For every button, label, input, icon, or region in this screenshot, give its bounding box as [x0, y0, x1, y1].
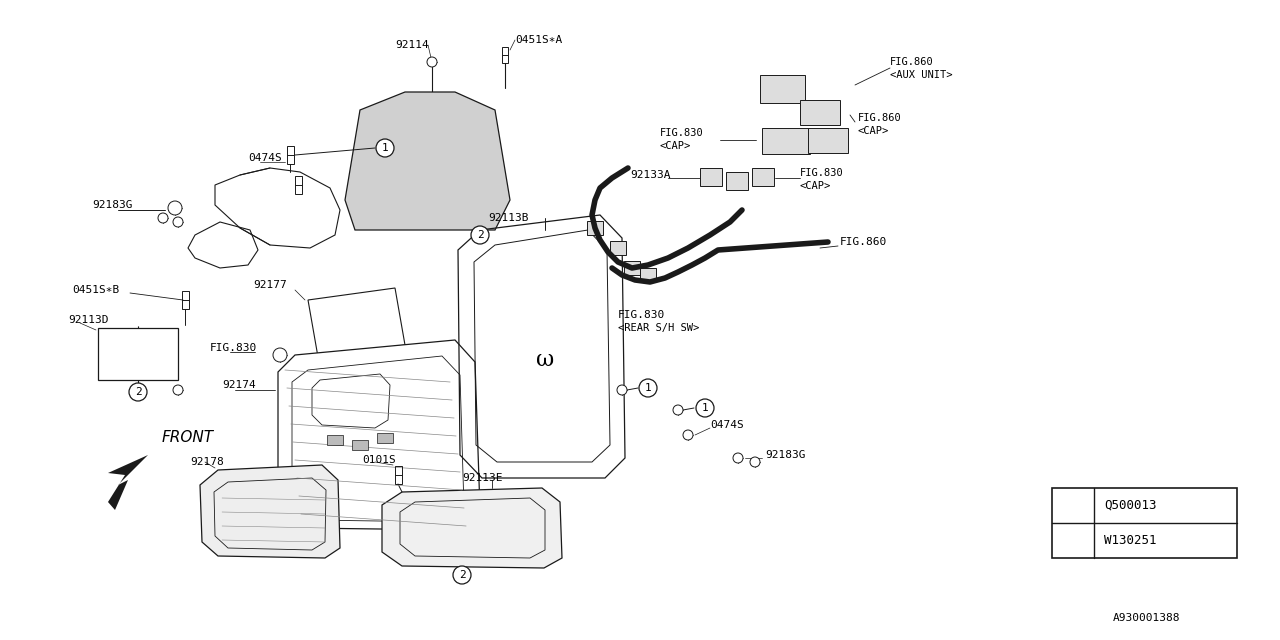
Text: FIG.830: FIG.830 — [660, 128, 704, 138]
Text: 1: 1 — [1069, 499, 1076, 511]
Text: FIG.860: FIG.860 — [858, 113, 901, 123]
Circle shape — [733, 453, 742, 463]
Polygon shape — [381, 488, 562, 568]
Text: 92113E: 92113E — [462, 473, 503, 483]
Text: 1: 1 — [645, 383, 652, 393]
Circle shape — [471, 226, 489, 244]
FancyBboxPatch shape — [700, 168, 722, 186]
FancyBboxPatch shape — [726, 172, 748, 190]
FancyBboxPatch shape — [611, 241, 626, 255]
Circle shape — [173, 217, 183, 227]
Text: 2: 2 — [134, 387, 141, 397]
Text: ω: ω — [536, 349, 554, 371]
Text: 92183G: 92183G — [765, 450, 805, 460]
FancyBboxPatch shape — [808, 128, 849, 153]
FancyBboxPatch shape — [326, 435, 343, 445]
Polygon shape — [278, 340, 480, 530]
Circle shape — [173, 385, 183, 395]
Circle shape — [684, 430, 692, 440]
FancyBboxPatch shape — [760, 75, 805, 103]
Text: FIG.830: FIG.830 — [210, 343, 257, 353]
Text: FIG.860: FIG.860 — [890, 57, 933, 67]
FancyBboxPatch shape — [378, 433, 393, 443]
Text: 92113B: 92113B — [488, 213, 529, 223]
Text: 2: 2 — [458, 570, 466, 580]
Text: <CAP>: <CAP> — [800, 181, 831, 191]
Circle shape — [129, 383, 147, 401]
Text: <AUX UNIT>: <AUX UNIT> — [890, 70, 952, 80]
Text: 1: 1 — [701, 403, 708, 413]
Circle shape — [673, 405, 684, 415]
Text: 92178: 92178 — [189, 457, 224, 467]
Text: Q500013: Q500013 — [1103, 499, 1157, 511]
Text: FIG.830: FIG.830 — [618, 310, 666, 320]
Text: 92133A: 92133A — [630, 170, 671, 180]
Circle shape — [428, 57, 436, 67]
Polygon shape — [108, 455, 148, 510]
Text: W130251: W130251 — [1103, 534, 1157, 547]
Circle shape — [376, 139, 394, 157]
Text: FIG.830: FIG.830 — [800, 168, 844, 178]
Text: 92114: 92114 — [396, 40, 429, 50]
Circle shape — [1062, 530, 1083, 550]
Text: 0451S∗A: 0451S∗A — [515, 35, 562, 45]
Polygon shape — [346, 92, 509, 230]
Text: A930001388: A930001388 — [1112, 613, 1180, 623]
Text: 1: 1 — [381, 143, 388, 153]
FancyBboxPatch shape — [352, 440, 369, 450]
Text: 92174: 92174 — [221, 380, 256, 390]
FancyBboxPatch shape — [99, 328, 178, 380]
FancyBboxPatch shape — [588, 221, 603, 235]
FancyBboxPatch shape — [753, 168, 774, 186]
Text: 2: 2 — [476, 230, 484, 240]
Text: 0474S: 0474S — [248, 153, 282, 163]
Circle shape — [168, 201, 182, 215]
Circle shape — [696, 399, 714, 417]
Circle shape — [273, 348, 287, 362]
FancyBboxPatch shape — [625, 261, 640, 275]
Text: 92183G: 92183G — [92, 200, 133, 210]
Text: 0474S: 0474S — [710, 420, 744, 430]
Text: <CAP>: <CAP> — [858, 126, 890, 136]
Circle shape — [639, 379, 657, 397]
Text: 2: 2 — [1069, 534, 1076, 547]
FancyBboxPatch shape — [762, 128, 810, 154]
Text: 0451S∗B: 0451S∗B — [72, 285, 119, 295]
Circle shape — [750, 457, 760, 467]
Text: <CAP>: <CAP> — [660, 141, 691, 151]
Circle shape — [617, 385, 627, 395]
Circle shape — [453, 566, 471, 584]
Text: FIG.860: FIG.860 — [840, 237, 887, 247]
Text: 0101S: 0101S — [362, 455, 396, 465]
FancyBboxPatch shape — [640, 268, 657, 282]
FancyBboxPatch shape — [1052, 488, 1236, 558]
Text: 92113D: 92113D — [68, 315, 109, 325]
Text: 92177: 92177 — [253, 280, 287, 290]
Circle shape — [157, 213, 168, 223]
Polygon shape — [200, 465, 340, 558]
Text: FRONT: FRONT — [163, 430, 214, 445]
Circle shape — [1062, 495, 1083, 515]
FancyBboxPatch shape — [800, 100, 840, 125]
Text: <REAR S/H SW>: <REAR S/H SW> — [618, 323, 699, 333]
